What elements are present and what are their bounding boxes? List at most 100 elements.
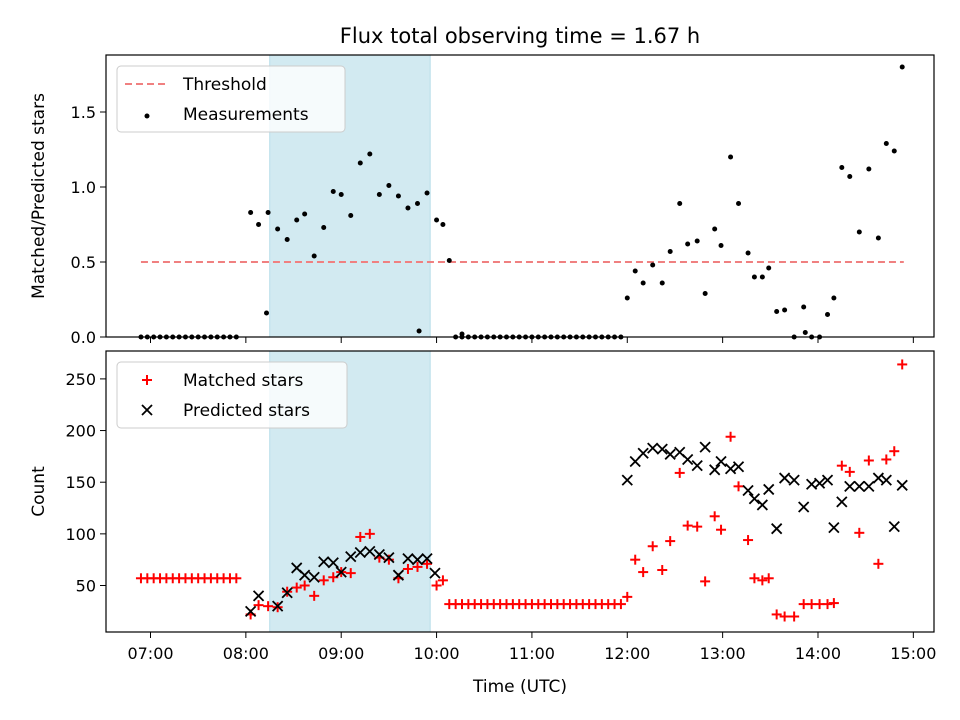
matched-star-marker	[665, 536, 676, 547]
matched-star-marker	[828, 598, 839, 609]
x-b	[621, 474, 633, 486]
measurement-point	[745, 250, 751, 256]
legend-1: Matched stars Predicted stars	[116, 361, 348, 429]
matched-star-marker	[749, 573, 760, 584]
matched-star-marker	[682, 520, 693, 531]
measurement-point	[718, 243, 724, 248]
x-tick-label: 10:00	[414, 644, 460, 663]
predicted-star-marker	[318, 556, 330, 568]
matched-star-marker	[779, 611, 790, 622]
measurement-point	[831, 295, 837, 301]
predicted-star-marker	[621, 474, 633, 486]
matched-star-marker	[431, 580, 442, 591]
predicted-star-marker	[863, 480, 875, 492]
x-tick-label: 14:00	[795, 644, 841, 663]
x-b	[421, 553, 433, 565]
predicted-star-marker	[244, 605, 257, 617]
x-b	[709, 464, 721, 476]
measurement-point	[694, 238, 700, 244]
measurement-point	[702, 291, 708, 296]
x-tick-label: 09:00	[318, 644, 364, 663]
matched-star-marker	[299, 580, 310, 591]
x-b	[682, 453, 694, 466]
measurement-point	[825, 312, 831, 317]
predicted-star-marker	[272, 600, 284, 612]
measurement-point	[416, 328, 422, 334]
predicted-star-marker	[682, 453, 694, 466]
measurement-point	[386, 183, 392, 188]
matched-star-marker	[881, 454, 892, 465]
matched-star-marker	[657, 565, 668, 576]
matched-star-marker	[725, 431, 736, 442]
x-b	[299, 569, 311, 581]
matched-star-marker	[345, 568, 356, 579]
x-tick-label: 13:00	[700, 644, 746, 663]
measurement-point	[650, 262, 656, 268]
x-b	[778, 472, 791, 484]
matched-star-marker	[789, 611, 800, 622]
legend-label: Matched stars	[183, 371, 303, 391]
measurement-point	[248, 210, 254, 215]
measurement-point	[759, 274, 765, 280]
predicted-star-marker	[383, 551, 395, 564]
x-tick-label: 11:00	[509, 644, 555, 663]
y-axis-label: Matched/Predicted stars	[29, 93, 49, 299]
measurement-point	[891, 148, 897, 154]
matched-star-marker	[318, 575, 329, 586]
legend-0: Threshold Measurements	[116, 65, 346, 133]
x-axis-label: Time (UTC)	[472, 677, 567, 697]
x-b	[244, 605, 257, 617]
matched-star-marker	[309, 590, 320, 601]
matched-star-marker	[231, 573, 242, 584]
matched-star-marker	[638, 567, 649, 578]
measurement-point	[424, 190, 430, 196]
x-b	[821, 474, 834, 486]
x-b	[354, 546, 366, 559]
measurement-point	[294, 217, 300, 223]
matched-star-marker	[692, 521, 703, 532]
predicted-star-marker	[252, 590, 265, 602]
x-b	[863, 480, 875, 492]
x-b	[813, 477, 826, 489]
bottom-panel-count: 50 100 150 200 250 07:00 08:00 09:00 10:00 11:00 1…	[29, 350, 936, 697]
matched-star-marker	[263, 601, 274, 612]
matched-star-marker	[422, 558, 433, 569]
x-b	[402, 553, 414, 565]
predicted-star-marker	[299, 569, 311, 581]
x-b	[724, 463, 737, 475]
predicted-star-marker	[345, 550, 357, 563]
predicted-star-marker	[732, 461, 745, 473]
x-b	[281, 587, 293, 599]
legend-box	[116, 65, 346, 133]
predicted-star-marker	[778, 472, 791, 484]
x-b	[732, 461, 745, 473]
predicted-star-marker	[756, 499, 768, 511]
matched-star-marker	[743, 535, 754, 546]
measurement-point	[264, 310, 270, 316]
predicted-star-marker	[664, 448, 676, 460]
figure-title: Flux total observing time = 1.67 h	[340, 24, 700, 48]
matched-star-marker	[873, 558, 884, 569]
x-b	[637, 447, 649, 459]
matched-star-marker	[763, 573, 774, 584]
matched-star-marker	[700, 576, 711, 587]
x-tick-label: 12:00	[604, 644, 650, 663]
measurement-point	[774, 309, 780, 314]
measurement-point	[275, 226, 281, 232]
measurement-point	[440, 222, 446, 227]
y-tick-label: 100	[65, 525, 96, 544]
legend-box	[116, 361, 348, 429]
matched-star-marker	[437, 575, 448, 586]
predicted-star-marker	[813, 477, 826, 489]
x-b	[771, 523, 783, 535]
measurement-point	[667, 249, 673, 254]
x-b	[872, 472, 885, 484]
legend-label: Threshold	[182, 75, 267, 95]
x-b	[896, 479, 908, 491]
x-b	[844, 480, 856, 492]
y-tick-label: 200	[65, 422, 96, 441]
matched-star-marker	[733, 481, 744, 492]
x-b	[656, 443, 668, 455]
measurement-point	[736, 201, 742, 206]
